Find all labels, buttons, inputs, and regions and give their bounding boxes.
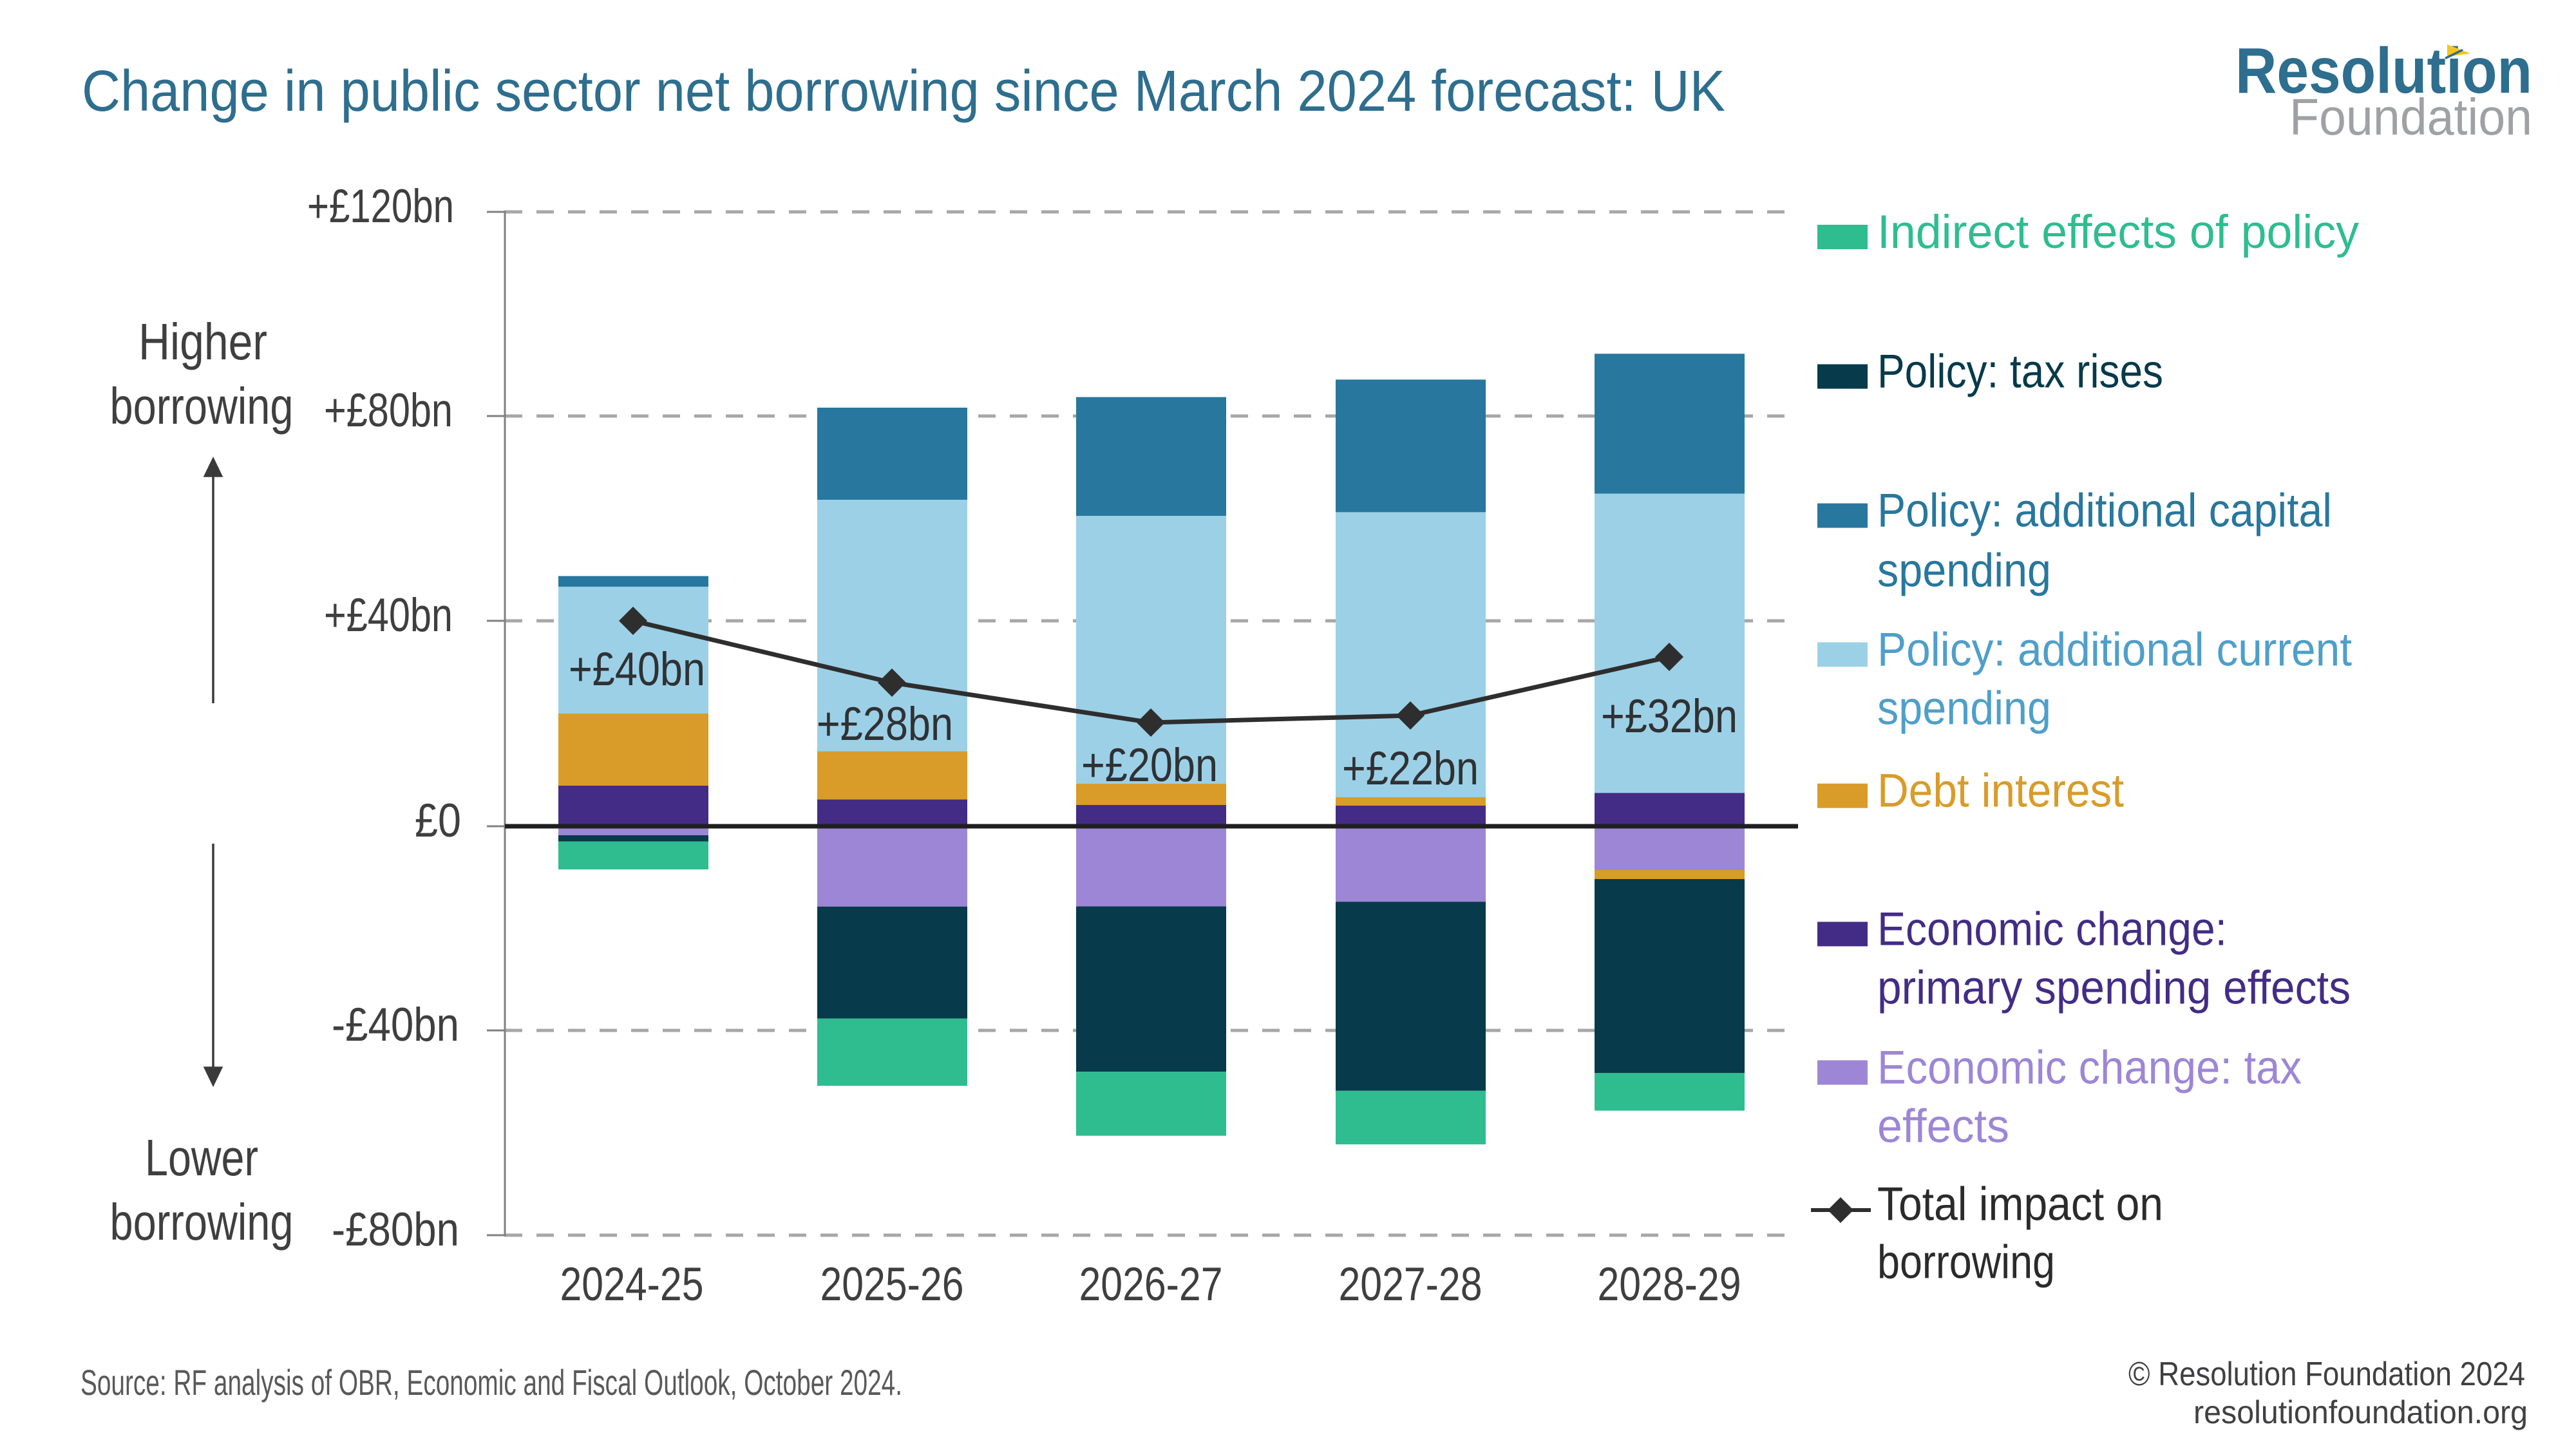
svg-text:+£40bn: +£40bn [569, 643, 705, 696]
svg-text:2027-28: 2027-28 [1339, 1258, 1482, 1311]
svg-text:Indirect effects of policy: Indirect effects of policy [1877, 206, 2359, 258]
svg-text:Foundation: Foundation [2289, 88, 2532, 146]
svg-text:Source: RF analysis of OBR, Ec: Source: RF analysis of OBR, Economic and… [80, 1362, 902, 1403]
svg-text:effects: effects [1877, 1100, 2009, 1152]
svg-text:spending: spending [1877, 682, 2051, 734]
svg-text:+£40bn: +£40bn [324, 589, 453, 641]
svg-text:2028-29: 2028-29 [1598, 1258, 1741, 1311]
svg-text:-£40bn: -£40bn [332, 999, 459, 1051]
svg-text:2025-26: 2025-26 [820, 1258, 964, 1311]
svg-text:-£80bn: -£80bn [332, 1204, 459, 1256]
svg-text:Policy: additional current: Policy: additional current [1877, 623, 2352, 676]
svg-text:resolutionfoundation.org: resolutionfoundation.org [2193, 1394, 2528, 1430]
svg-text:Economic change: tax: Economic change: tax [1877, 1041, 2302, 1094]
svg-text:borrowing: borrowing [110, 1193, 294, 1251]
svg-text:£0: £0 [415, 795, 461, 847]
svg-text:Total impact on: Total impact on [1877, 1179, 2163, 1231]
svg-text:© Resolution Foundation 2024: © Resolution Foundation 2024 [2128, 1356, 2525, 1393]
svg-text:+£32bn: +£32bn [1601, 690, 1738, 743]
svg-text:Higher: Higher [138, 313, 267, 370]
svg-text:+£20bn: +£20bn [1081, 739, 1218, 791]
svg-text:Resolution: Resolution [2235, 35, 2532, 107]
svg-text:+£22bn: +£22bn [1342, 743, 1479, 795]
svg-text:borrowing: borrowing [110, 377, 294, 435]
svg-text:primary spending effects: primary spending effects [1877, 961, 2351, 1014]
svg-text:+£80bn: +£80bn [324, 384, 453, 437]
svg-text:2026-27: 2026-27 [1079, 1258, 1223, 1311]
svg-text:Debt interest: Debt interest [1877, 765, 2124, 817]
svg-text:spending: spending [1877, 545, 2051, 597]
svg-text:borrowing: borrowing [1877, 1236, 2055, 1289]
svg-text:Policy: tax rises: Policy: tax rises [1877, 346, 2163, 398]
svg-text:Lower: Lower [145, 1129, 258, 1186]
svg-text:Change in public sector net bo: Change in public sector net borrowing si… [82, 59, 1725, 124]
svg-text:+£28bn: +£28bn [817, 698, 953, 750]
svg-text:+£120bn: +£120bn [307, 180, 454, 232]
svg-text:Economic change:: Economic change: [1877, 903, 2227, 955]
svg-text:Policy: additional capital: Policy: additional capital [1877, 485, 2332, 537]
svg-text:2024-25: 2024-25 [560, 1258, 704, 1311]
